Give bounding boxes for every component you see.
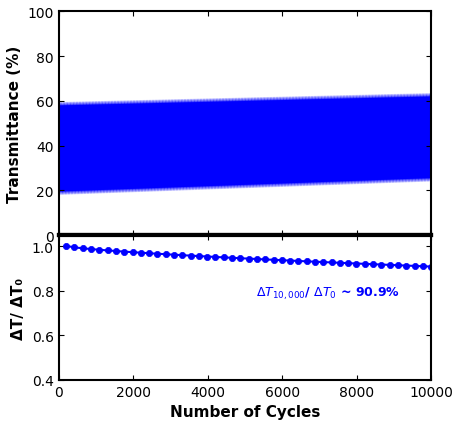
Text: $\Delta T_{10,000}$/ $\Delta T_0$ ~ 90.9%: $\Delta T_{10,000}$/ $\Delta T_0$ ~ 90.9… [256,285,399,302]
Y-axis label: Transmittance (%): Transmittance (%) [7,46,22,202]
Y-axis label: ΔT/ ΔT₀: ΔT/ ΔT₀ [11,277,26,339]
X-axis label: Number of Cycles: Number of Cycles [169,404,319,419]
